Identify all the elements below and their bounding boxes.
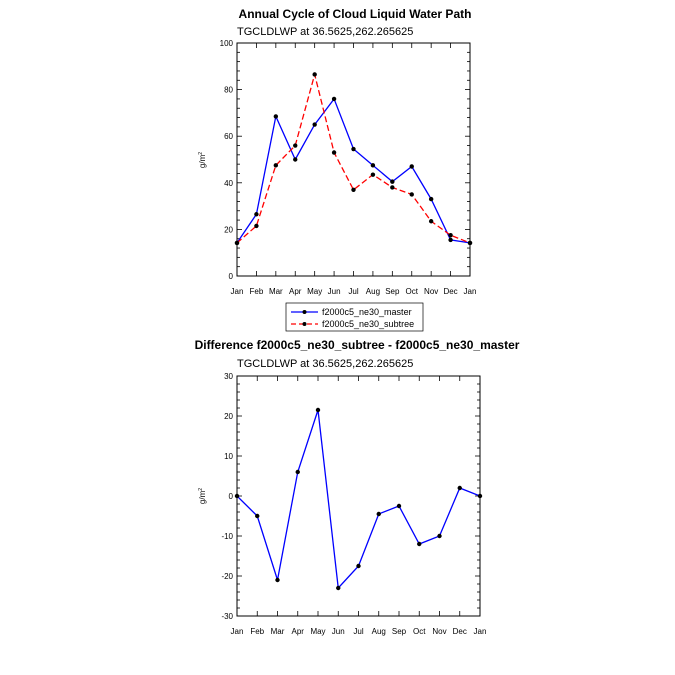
chart1-y-tick-label: 80 — [224, 86, 233, 95]
chart1-subtitle: TGCLDLWP at 36.5625,262.265625 — [237, 26, 413, 38]
chart1-point-f2000c5_ne30_master-Aug — [370, 163, 376, 168]
chart2-point-difference-Aug — [376, 511, 381, 517]
chart1-point-f2000c5_ne30_subtree-Jan — [467, 240, 473, 246]
chart2-y-tick-label: 20 — [224, 412, 233, 421]
chart2-x-tick-label: Oct — [413, 627, 426, 636]
chart1-point-f2000c5_ne30_master-Mar — [273, 114, 279, 119]
chart2-point-difference-Oct — [417, 541, 422, 547]
chart1-point-f2000c5_ne30_subtree-Aug — [370, 172, 376, 177]
chart1-point-f2000c5_ne30_subtree-Nov — [428, 219, 434, 224]
chart1-point-f2000c5_ne30_subtree-Mar — [273, 163, 279, 168]
chart1-point-f2000c5_ne30_master-Oct — [409, 164, 414, 169]
chart1-series-line-f2000c5_ne30_master — [236, 97, 471, 244]
legend-label-subtree: f2000c5_ne30_subtree — [322, 319, 414, 329]
chart1-y-tick-label: 0 — [229, 272, 234, 281]
chart1-point-f2000c5_ne30_subtree-Apr — [293, 143, 298, 148]
chart1-marks: 0 20 40 60 80 100 Jan Feb Mar Apr May Jun Jul Aug Sep O… — [220, 39, 477, 296]
chart1-x-tick-label: Jan — [231, 287, 244, 296]
chart2-point-difference-May — [315, 407, 321, 413]
chart1-point-f2000c5_ne30_subtree-May — [312, 72, 317, 77]
chart2-y-tick-label: -30 — [221, 612, 233, 621]
chart2-point-difference-Feb — [255, 513, 260, 519]
chart1-point-f2000c5_ne30_subtree-Jan — [234, 240, 240, 246]
chart2-plot-frame — [236, 375, 481, 617]
chart2-x-tick-label: Nov — [432, 627, 446, 636]
chart2-x-tick-label: May — [310, 627, 325, 636]
chart1-x-tick-label: Feb — [250, 287, 264, 296]
chart1-point-f2000c5_ne30_master-Nov — [428, 196, 434, 202]
chart1-point-f2000c5_ne30_master-Jun — [331, 96, 337, 102]
chart1-x-tick-label: Oct — [406, 287, 419, 296]
chart2-y-tick-label: 10 — [224, 452, 233, 461]
chart1-y-axis-label: g/m2 — [198, 152, 207, 168]
chart2-x-tick-label: Apr — [292, 627, 305, 636]
chart1-x-tick-label: Jul — [348, 287, 358, 296]
legend-marker-subtree — [302, 322, 307, 326]
chart2-y-tick-label: 0 — [229, 492, 234, 501]
chart1-point-f2000c5_ne30_master-Apr — [293, 157, 298, 162]
chart1-point-f2000c5_ne30_master-May — [312, 122, 317, 127]
legend-label-master: f2000c5_ne30_master — [322, 307, 412, 317]
chart2-x-tick-label: Aug — [372, 627, 386, 636]
chart1-y-tick-label: 20 — [224, 225, 233, 234]
chart1-x-tick-label: May — [307, 287, 322, 296]
chart1-point-f2000c5_ne30_master-Feb — [254, 212, 259, 217]
chart1-y-tick-label: 100 — [220, 39, 234, 48]
chart1-legend-box — [285, 302, 424, 332]
chart2-x-tick-label: Mar — [271, 627, 285, 636]
chart1-x-tick-label: Nov — [424, 287, 438, 296]
chart2-point-difference-Dec — [457, 485, 462, 491]
chart2-x-tick-label: Jan — [474, 627, 487, 636]
chart1-point-f2000c5_ne30_master-Sep — [390, 179, 395, 184]
chart1-point-f2000c5_ne30_subtree-Jun — [331, 150, 337, 155]
chart2-point-difference-Apr — [295, 469, 300, 475]
chart2-point-difference-Jan — [477, 493, 483, 499]
chart2-point-difference-Jun — [336, 585, 341, 591]
chart2-title: Difference f2000c5_ne30_subtree - f2000c… — [195, 338, 520, 352]
chart1-plot-frame — [236, 42, 471, 277]
chart1-point-f2000c5_ne30_master-Dec — [448, 237, 453, 243]
chart1-point-f2000c5_ne30_subtree-Oct — [409, 192, 414, 197]
chart2-point-difference-Jul — [356, 563, 361, 569]
chart1-point-f2000c5_ne30_subtree-Dec — [448, 233, 453, 238]
chart2-point-difference-Nov — [437, 533, 442, 539]
chart2-x-tick-label: Jun — [332, 627, 345, 636]
chart1-x-tick-label: Mar — [269, 287, 283, 296]
chart2-y-tick-label: 30 — [224, 372, 233, 381]
chart1-x-tick-label: Apr — [289, 287, 302, 296]
chart2-x-tick-label: Sep — [392, 627, 407, 636]
chart2-x-tick-label: Jul — [353, 627, 363, 636]
chart2-series-line-difference — [236, 409, 481, 590]
chart1-point-f2000c5_ne30_subtree-Sep — [390, 185, 395, 190]
chart1-series-line-f2000c5_ne30_subtree — [236, 71, 471, 244]
chart1-point-f2000c5_ne30_subtree-Jul — [351, 187, 356, 192]
chart2-subtitle: TGCLDLWP at 36.5625,262.265625 — [237, 358, 413, 370]
chart2-x-tick-label: Jan — [231, 627, 244, 636]
chart1-x-tick-label: Jun — [328, 287, 341, 296]
chart2-x-tick-label: Feb — [250, 627, 264, 636]
chart2-point-difference-Mar — [275, 577, 280, 583]
chart1-point-f2000c5_ne30_master-Jul — [351, 146, 356, 152]
chart2-point-difference-Jan — [234, 493, 240, 499]
chart1-x-tick-label: Dec — [443, 287, 457, 296]
chart1-y-tick-label: 40 — [224, 179, 233, 188]
chart2-y-axis-label: g/m2 — [198, 488, 207, 504]
chart1-title: Annual Cycle of Cloud Liquid Water Path — [239, 7, 472, 21]
chart2-point-difference-Sep — [396, 503, 402, 509]
chart1-x-tick-label: Aug — [366, 287, 380, 296]
chart2-x-tick-label: Dec — [453, 627, 467, 636]
chart2-y-tick-label: -10 — [221, 532, 233, 541]
chart1-point-f2000c5_ne30_subtree-Feb — [254, 223, 259, 229]
chart2-marks: -30 -20 -10 0 10 20 30 Jan Feb Mar Apr May Jun Jul Aug… — [221, 372, 486, 636]
chart1-x-tick-label: Sep — [385, 287, 400, 296]
chart1-y-tick-label: 60 — [224, 132, 233, 141]
chart1-x-tick-label: Jan — [464, 287, 477, 296]
chart2-y-tick-label: -20 — [221, 572, 233, 581]
legend-marker-master — [302, 310, 307, 314]
